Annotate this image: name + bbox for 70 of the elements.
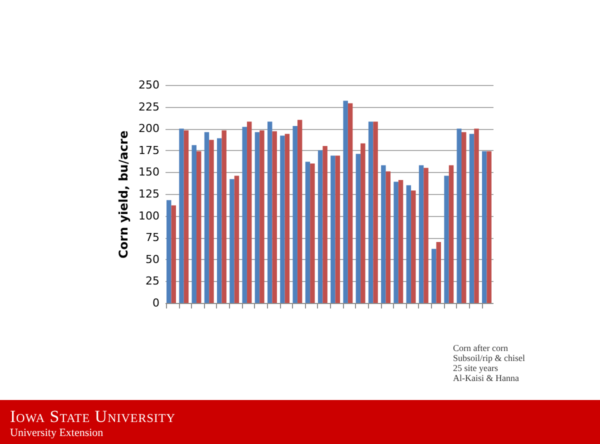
bar (179, 128, 184, 303)
y-tick-label: 25 (146, 274, 160, 288)
bar (246, 122, 252, 303)
bar (284, 134, 290, 303)
bar (486, 151, 492, 303)
bar (424, 168, 428, 303)
y-tick-label: 125 (138, 188, 160, 200)
bar (411, 190, 416, 303)
y-tick-label: 150 (138, 166, 160, 179)
bar (242, 126, 247, 303)
bar (192, 145, 196, 303)
bar (398, 180, 404, 303)
bar (292, 126, 298, 303)
bar (254, 132, 260, 303)
bar (381, 165, 386, 303)
bar (456, 128, 462, 303)
y-tick-label: 200 (138, 122, 160, 136)
bar (406, 185, 412, 303)
bar (184, 130, 189, 303)
y-tick-label: 0 (152, 296, 160, 310)
bar (330, 156, 336, 303)
bar (432, 248, 436, 303)
bar (368, 122, 374, 303)
bar (297, 120, 302, 303)
bar (356, 154, 361, 303)
bar (348, 103, 353, 303)
text: Al-Kaisi & Hanna (453, 373, 520, 383)
bar (322, 146, 328, 303)
bar (272, 131, 277, 303)
bar (448, 165, 454, 303)
text: 25 site years (453, 363, 499, 373)
y-tick-label: 250 (138, 78, 160, 92)
bar (171, 205, 176, 303)
bar (204, 132, 210, 303)
bar (444, 176, 449, 303)
bar (260, 130, 264, 303)
y-tick-label: 100 (138, 209, 160, 222)
bar (482, 151, 487, 303)
bar (318, 150, 323, 303)
bar (280, 136, 285, 303)
bar (216, 138, 222, 303)
bar (335, 156, 340, 303)
bar (267, 122, 272, 303)
bar (462, 132, 466, 303)
bar (474, 128, 479, 303)
bar (234, 176, 240, 303)
bar (305, 162, 310, 303)
bar (343, 100, 348, 303)
bar (360, 143, 366, 303)
y-axis-title: Corn yield, bu/acre (116, 130, 131, 258)
bar (386, 171, 391, 303)
bar (222, 130, 226, 303)
bar (230, 179, 234, 303)
text: Corn after corn (453, 343, 509, 353)
text: University Extension (10, 427, 104, 439)
bar (394, 182, 398, 303)
bar (373, 122, 378, 303)
bar (469, 134, 474, 303)
bar (166, 200, 172, 303)
bar (418, 165, 424, 303)
bar (209, 140, 214, 303)
bar (196, 151, 202, 303)
bar (436, 242, 442, 303)
bar (310, 163, 315, 303)
y-tick-label: 75 (146, 231, 160, 244)
y-tick-label: 50 (146, 252, 160, 266)
text: Subsoil/rip & chisel (453, 353, 525, 363)
y-tick-label: 225 (138, 100, 160, 114)
y-tick-label: 175 (138, 144, 160, 157)
text: Iowa State University (10, 407, 176, 427)
